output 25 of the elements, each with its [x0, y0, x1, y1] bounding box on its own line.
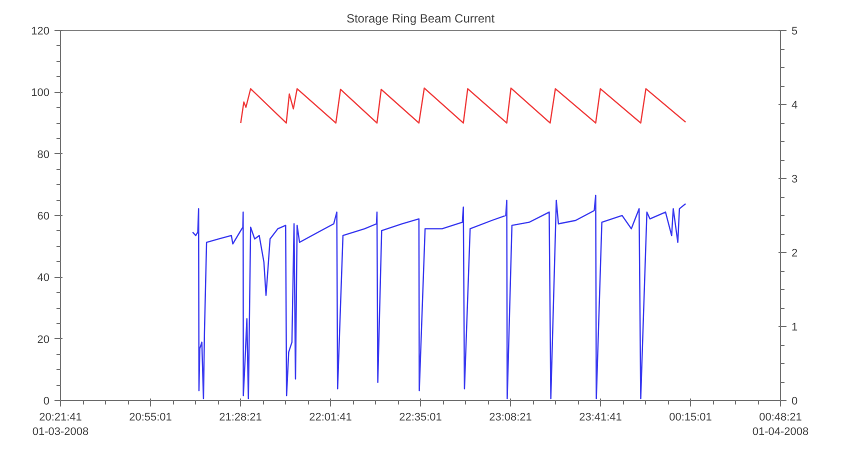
- x-tick-label: 00:15:01: [669, 412, 712, 424]
- x-tick-label: 23:08:21: [489, 412, 532, 424]
- x-tick-label: 23:41:41: [579, 412, 622, 424]
- chart-title: Storage Ring Beam Current: [346, 12, 496, 26]
- y-tick-label: 60: [37, 210, 50, 222]
- y2-tick-label: 1: [792, 322, 798, 334]
- y2-tick-label: 5: [792, 26, 798, 38]
- y2-tick-label: 3: [792, 174, 798, 186]
- y2-tick-label: 2: [792, 248, 798, 260]
- y-tick-label: 100: [31, 87, 50, 100]
- x-tick-label: 20:21:41 01-03-2008: [32, 412, 89, 438]
- x-tick-label: 21:28:21: [219, 412, 262, 424]
- x-tick-label: 22:35:01: [399, 412, 442, 424]
- y-tick-label: 120: [31, 26, 50, 38]
- line-series: [240, 88, 686, 124]
- x-tick-label: 20:55:01: [129, 412, 172, 424]
- x-tick-label: 00:48:21 01-04-2008: [752, 412, 809, 438]
- line-series: [192, 194, 686, 400]
- y-tick-label: 80: [37, 148, 50, 161]
- x-tick-label: 22:01:41: [309, 412, 352, 424]
- y2-tick-label: 4: [792, 100, 798, 112]
- y2-tick-label: 0: [792, 396, 798, 408]
- y-tick-label: 40: [37, 272, 50, 284]
- y-tick-label: 20: [37, 334, 50, 346]
- y-tick-label: 0: [43, 396, 50, 408]
